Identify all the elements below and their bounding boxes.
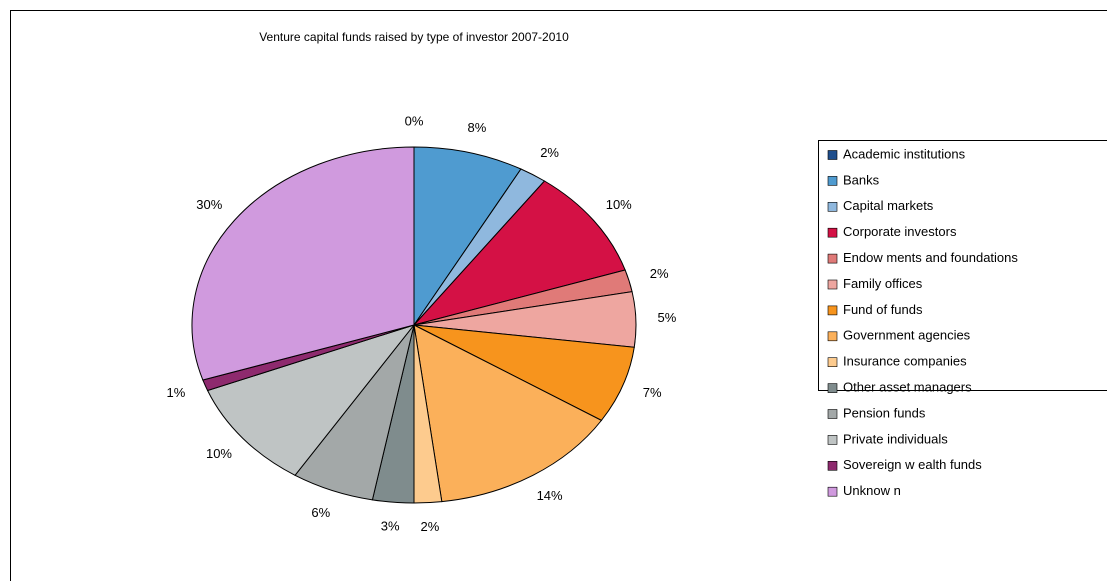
data-label: 6%	[311, 505, 330, 520]
data-label: 2%	[540, 145, 559, 160]
legend-label: Pension funds	[843, 405, 926, 420]
legend-swatch	[827, 176, 838, 186]
pie-slice	[191, 146, 415, 381]
legend-label: Corporate investors	[843, 224, 957, 239]
legend-label: Fund of funds	[843, 302, 923, 317]
legend-swatch	[827, 253, 838, 264]
legend-swatch	[827, 357, 838, 368]
data-label: 30%	[196, 197, 222, 212]
data-label: 5%	[658, 310, 677, 325]
legend-label: Private individuals	[843, 431, 948, 446]
data-label: 0%	[405, 114, 424, 129]
legend-label: Capital markets	[843, 198, 934, 213]
legend-swatch	[827, 409, 838, 419]
pie-slice	[413, 146, 522, 327]
pie-slice	[206, 324, 416, 476]
pie-slice	[412, 180, 626, 326]
legend-label: Endow ments and foundations	[843, 250, 1018, 265]
data-label: 14%	[537, 488, 563, 503]
legend-swatch	[827, 279, 838, 290]
legend-swatch	[827, 435, 838, 445]
chart-title: Venture capital funds raised by type of …	[259, 30, 569, 44]
legend-swatch	[827, 227, 838, 238]
legend-swatch	[827, 460, 838, 471]
legend-label: Insurance companies	[843, 354, 967, 369]
legend-swatch	[827, 305, 838, 316]
data-label: 7%	[643, 385, 662, 400]
data-label: 10%	[606, 197, 632, 212]
data-label: 2%	[420, 519, 439, 534]
legend-swatch	[827, 331, 838, 342]
data-label: 8%	[468, 120, 487, 135]
legend-label: Unknow n	[843, 483, 901, 498]
legend-label: Other asset managers	[843, 380, 972, 395]
legend-label: Family offices	[843, 276, 923, 291]
data-label: 10%	[206, 446, 232, 461]
legend-label: Banks	[843, 172, 880, 187]
legend-swatch	[827, 383, 838, 393]
data-label: 3%	[381, 518, 400, 533]
legend-label: Government agencies	[843, 328, 971, 343]
legend-label: Sovereign w ealth funds	[843, 457, 982, 472]
pie-slice	[413, 324, 603, 503]
legend-swatch	[827, 202, 838, 212]
data-label: 1%	[166, 385, 185, 400]
legend-swatch	[827, 486, 838, 497]
legend-swatch	[827, 150, 838, 160]
legend-label: Academic institutions	[843, 146, 966, 161]
legend-box	[818, 140, 1107, 391]
data-label: 2%	[650, 266, 669, 281]
